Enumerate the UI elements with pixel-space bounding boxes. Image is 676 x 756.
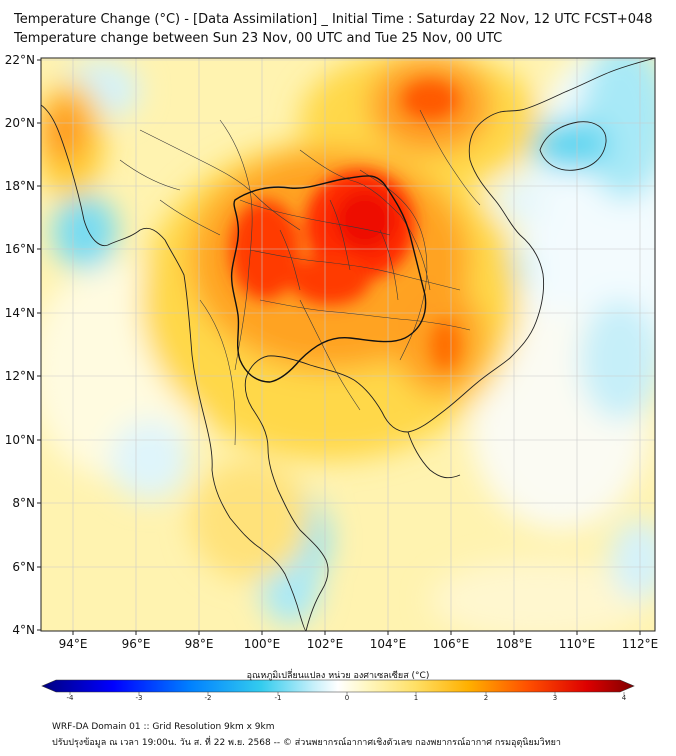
coastlines [41, 58, 655, 631]
lon-labels: 94°E 96°E 98°E 100°E 102°E 104°E 106°E 1… [59, 637, 659, 651]
colorbar-tick: 4 [622, 694, 627, 700]
map-title: Temperature Change (°C) - [Data Assimila… [14, 12, 653, 27]
footer-model-info: WRF-DA Domain 01 :: Grid Resolution 9km … [52, 722, 275, 732]
lon-label: 106°E [433, 637, 470, 651]
colorbar-tick: 3 [553, 694, 557, 700]
graticule [41, 58, 655, 631]
map-frame [40, 57, 656, 632]
colorbar-tick: -1 [275, 694, 282, 700]
lat-label: 22°N [5, 53, 35, 67]
lon-label: 112°E [622, 637, 659, 651]
lon-label: 100°E [244, 637, 281, 651]
lat-label: 14°N [5, 306, 35, 320]
lon-label: 102°E [307, 637, 344, 651]
lat-label: 10°N [5, 433, 35, 447]
lat-label: 12°N [5, 369, 35, 383]
lon-label: 94°E [59, 637, 88, 651]
colorbar-bar [41, 679, 635, 693]
footer-credit: ปรับปรุงข้อมูล ณ เวลา 19:00น. วัน ส. ที่… [52, 738, 561, 748]
lat-label: 4°N [12, 623, 35, 637]
colorbar-tick: -4 [67, 694, 75, 700]
temperature-change-map: 22°N 20°N 18°N 16°N 14°N 12°N 10°N 8°N 6… [5, 53, 659, 700]
lon-label: 96°E [122, 637, 151, 651]
lat-label: 18°N [5, 179, 35, 193]
lat-axis [37, 59, 41, 631]
lat-label: 8°N [12, 496, 35, 510]
lat-label: 20°N [5, 116, 35, 130]
lon-label: 98°E [185, 637, 214, 651]
colorbar-tick: -3 [136, 694, 143, 700]
colorbar-tick: 2 [484, 694, 488, 700]
lon-label: 104°E [370, 637, 407, 651]
map-subtitle: Temperature change between Sun 23 Nov, 0… [14, 31, 503, 46]
thailand-border [230, 175, 427, 383]
colorbar-tick: 1 [414, 694, 418, 700]
temperature-field [41, 58, 655, 631]
lon-label: 110°E [559, 637, 596, 651]
lat-label: 16°N [5, 242, 35, 256]
colorbar-tick: 0 [345, 694, 349, 700]
colorbar-tick: -2 [205, 694, 212, 700]
admin-borders [119, 109, 481, 446]
lon-axis [72, 631, 641, 635]
lat-label: 6°N [12, 560, 35, 574]
lat-labels: 22°N 20°N 18°N 16°N 14°N 12°N 10°N 8°N 6… [5, 53, 35, 637]
colorbar: -4 -3 -2 -1 0 1 2 3 4 [41, 679, 635, 700]
lon-label: 108°E [496, 637, 533, 651]
colorbar-title: อุณหภูมิเปลี่ยนแปลง หน่วย องศาเซลเซียส (… [246, 671, 430, 681]
